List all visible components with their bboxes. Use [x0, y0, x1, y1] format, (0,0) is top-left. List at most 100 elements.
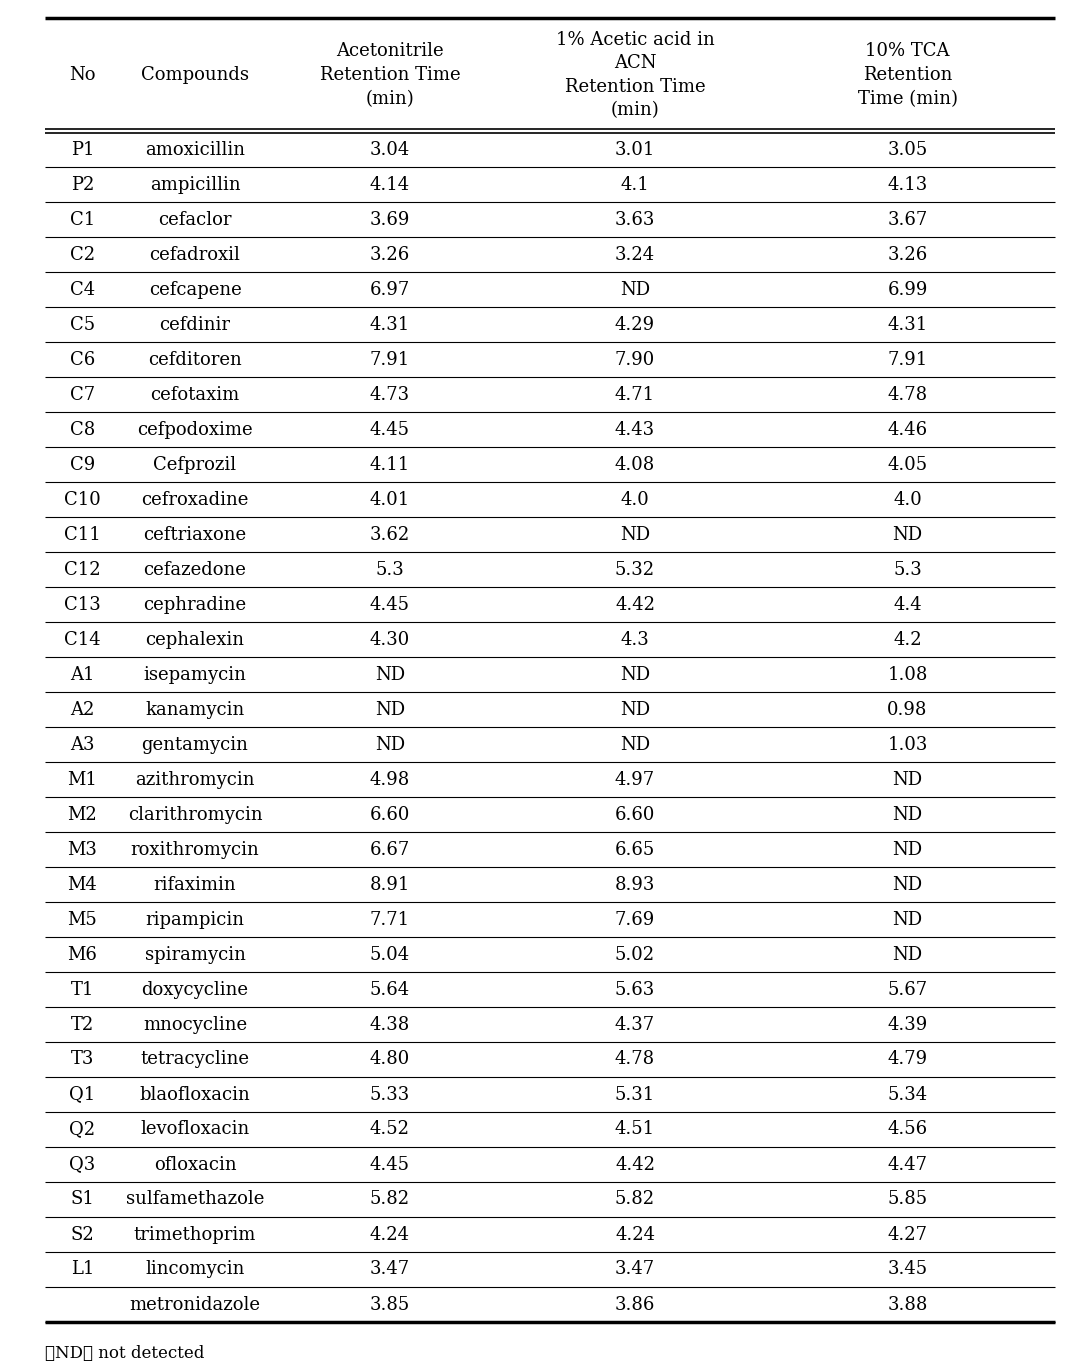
- Text: cephradine: cephradine: [143, 596, 247, 614]
- Text: ND: ND: [893, 806, 923, 823]
- Text: Acetonitrile
Retention Time
(min): Acetonitrile Retention Time (min): [320, 42, 460, 108]
- Text: 7.71: 7.71: [369, 911, 410, 929]
- Text: 4.4: 4.4: [893, 596, 922, 614]
- Text: Q3: Q3: [69, 1155, 96, 1174]
- Text: 3.45: 3.45: [887, 1260, 927, 1278]
- Text: 4.45: 4.45: [370, 421, 410, 438]
- Text: ofloxacin: ofloxacin: [154, 1155, 236, 1174]
- Text: 4.47: 4.47: [887, 1155, 927, 1174]
- Text: ND: ND: [620, 700, 651, 718]
- Text: roxithromycin: roxithromycin: [130, 841, 260, 859]
- Text: 4.24: 4.24: [615, 1226, 655, 1244]
- Text: blaofloxacin: blaofloxacin: [140, 1085, 250, 1103]
- Text: T1: T1: [71, 981, 94, 999]
- Text: cefazedone: cefazedone: [143, 560, 247, 578]
- Text: C13: C13: [65, 596, 101, 614]
- Text: Compounds: Compounds: [141, 66, 249, 84]
- Text: 3.24: 3.24: [615, 245, 655, 263]
- Text: trimethoprim: trimethoprim: [134, 1226, 256, 1244]
- Text: C14: C14: [65, 630, 101, 648]
- Text: 4.27: 4.27: [887, 1226, 927, 1244]
- Text: 3.47: 3.47: [369, 1260, 410, 1278]
- Text: isepamycin: isepamycin: [143, 666, 247, 684]
- Text: clarithromycin: clarithromycin: [128, 806, 263, 823]
- Text: 5.32: 5.32: [615, 560, 655, 578]
- Text: 4.56: 4.56: [887, 1121, 927, 1138]
- Text: 5.63: 5.63: [615, 981, 655, 999]
- Text: P2: P2: [71, 175, 94, 193]
- Text: 5.04: 5.04: [369, 945, 410, 963]
- Text: L1: L1: [71, 1260, 94, 1278]
- Text: 8.93: 8.93: [615, 875, 655, 893]
- Text: rifaximin: rifaximin: [154, 875, 236, 893]
- Text: 4.97: 4.97: [615, 770, 655, 789]
- Text: 5.82: 5.82: [369, 1191, 410, 1208]
- Text: 4.3: 4.3: [620, 630, 649, 648]
- Text: 4.29: 4.29: [615, 315, 655, 333]
- Text: P1: P1: [71, 141, 95, 159]
- Text: 7.69: 7.69: [615, 911, 655, 929]
- Text: kanamycin: kanamycin: [145, 700, 244, 718]
- Text: M1: M1: [68, 770, 97, 789]
- Text: 10% TCA
Retention
Time (min): 10% TCA Retention Time (min): [857, 42, 957, 108]
- Text: 4.0: 4.0: [893, 490, 922, 508]
- Text: 6.99: 6.99: [887, 281, 927, 299]
- Text: 4.42: 4.42: [615, 596, 655, 614]
- Text: ND: ND: [893, 526, 923, 544]
- Text: ripampicin: ripampicin: [145, 911, 244, 929]
- Text: 4.01: 4.01: [369, 490, 410, 508]
- Text: 4.71: 4.71: [615, 385, 655, 404]
- Text: 4.79: 4.79: [887, 1051, 927, 1069]
- Text: 4.31: 4.31: [887, 315, 927, 333]
- Text: 4.39: 4.39: [887, 1015, 927, 1033]
- Text: 4.31: 4.31: [369, 315, 410, 333]
- Text: cefpodoxime: cefpodoxime: [137, 421, 253, 438]
- Text: C7: C7: [70, 385, 95, 404]
- Text: 1.03: 1.03: [887, 736, 927, 754]
- Text: 3.63: 3.63: [615, 211, 655, 229]
- Text: C4: C4: [70, 281, 95, 299]
- Text: 5.82: 5.82: [615, 1191, 655, 1208]
- Text: tetracycline: tetracycline: [140, 1051, 250, 1069]
- Text: 7.91: 7.91: [369, 351, 410, 369]
- Text: doxycycline: doxycycline: [141, 981, 249, 999]
- Text: 5.85: 5.85: [887, 1191, 927, 1208]
- Text: 5.34: 5.34: [887, 1085, 927, 1103]
- Text: 5.02: 5.02: [615, 945, 655, 963]
- Text: lincomycin: lincomycin: [145, 1260, 244, 1278]
- Text: C10: C10: [65, 490, 101, 508]
- Text: 4.51: 4.51: [615, 1121, 655, 1138]
- Text: 4.80: 4.80: [369, 1051, 410, 1069]
- Text: T2: T2: [71, 1015, 94, 1033]
- Text: 4.52: 4.52: [370, 1121, 410, 1138]
- Text: 4.1: 4.1: [620, 175, 649, 193]
- Text: 4.43: 4.43: [615, 421, 655, 438]
- Text: ND: ND: [893, 841, 923, 859]
- Text: M5: M5: [68, 911, 97, 929]
- Text: M6: M6: [68, 945, 97, 963]
- Text: 4.46: 4.46: [887, 421, 927, 438]
- Text: 3.01: 3.01: [615, 141, 655, 159]
- Text: amoxicillin: amoxicillin: [145, 141, 244, 159]
- Text: 4.0: 4.0: [620, 490, 649, 508]
- Text: 3.47: 3.47: [615, 1260, 655, 1278]
- Text: metronidazole: metronidazole: [129, 1296, 261, 1314]
- Text: C1: C1: [70, 211, 95, 229]
- Text: Cefprozil: Cefprozil: [153, 455, 237, 474]
- Text: T3: T3: [71, 1051, 94, 1069]
- Text: C5: C5: [70, 315, 95, 333]
- Text: 6.60: 6.60: [369, 806, 410, 823]
- Text: 8.91: 8.91: [369, 875, 410, 893]
- Text: 1.08: 1.08: [887, 666, 927, 684]
- Text: 4.11: 4.11: [369, 455, 410, 474]
- Text: A2: A2: [70, 700, 95, 718]
- Text: 4.37: 4.37: [615, 1015, 655, 1033]
- Text: ND: ND: [893, 911, 923, 929]
- Text: 5.31: 5.31: [615, 1085, 655, 1103]
- Text: 6.60: 6.60: [615, 806, 655, 823]
- Text: S2: S2: [71, 1226, 95, 1244]
- Text: 4.14: 4.14: [369, 175, 410, 193]
- Text: 4.45: 4.45: [370, 596, 410, 614]
- Text: levofloxacin: levofloxacin: [140, 1121, 250, 1138]
- Text: Q1: Q1: [69, 1085, 96, 1103]
